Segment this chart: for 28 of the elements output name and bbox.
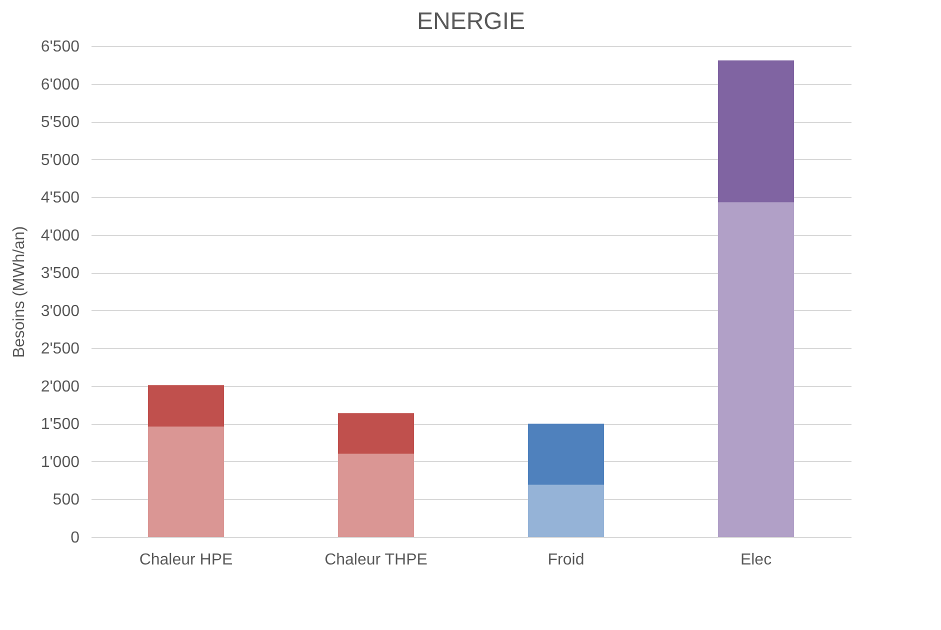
x-tick-label: Elec — [740, 552, 772, 568]
bar — [528, 424, 604, 485]
x-tick-label: Froid — [548, 552, 584, 568]
y-tick-label: 4'500 — [40, 190, 80, 207]
bar — [338, 413, 414, 454]
y-tick-label: 2'500 — [40, 340, 80, 358]
y-tick-label: 3'000 — [40, 302, 80, 320]
y-tick-label: 1'500 — [40, 416, 80, 434]
chart-title: ENERGIE — [416, 8, 526, 35]
y-tick-label: 2'000 — [40, 378, 80, 396]
y-tick-label: 6'000 — [40, 76, 80, 94]
bar — [148, 426, 224, 537]
bar — [338, 454, 414, 537]
bar — [718, 202, 794, 537]
y-tick-label: 5'000 — [40, 152, 80, 169]
bar — [718, 60, 794, 202]
y-tick-label: 500 — [52, 492, 80, 509]
y-tick-label: 3'500 — [40, 265, 80, 282]
bar — [528, 484, 604, 537]
y-tick-label: 0 — [70, 530, 80, 546]
y-tick-label: 6'500 — [40, 38, 80, 56]
bar — [148, 385, 224, 427]
y-tick-label: 5'500 — [40, 114, 80, 132]
x-tick-label: Chaleur HPE — [139, 552, 233, 568]
y-axis-title: Besoins (MWh/an) — [10, 226, 28, 358]
y-tick-label: 1'000 — [40, 454, 80, 471]
x-tick-label: Chaleur THPE — [324, 552, 428, 568]
y-tick-label: 4'000 — [40, 227, 80, 244]
